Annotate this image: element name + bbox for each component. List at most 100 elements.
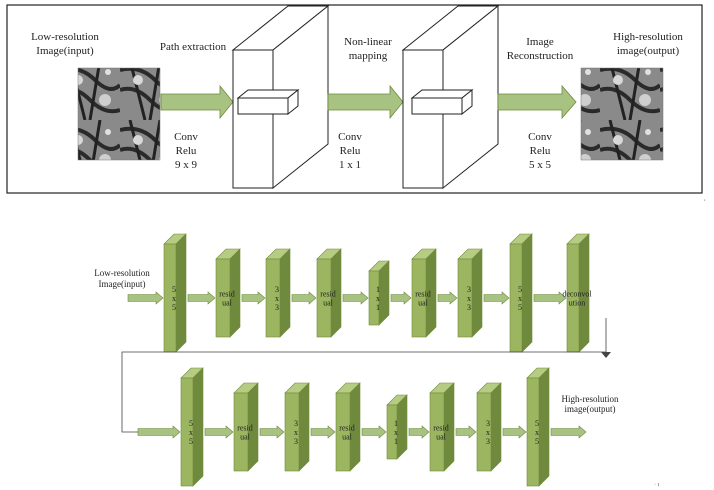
row1-block-1-label-1: ual [222, 299, 233, 308]
stage1-param-conv: Conv [174, 131, 198, 143]
row1-block-4-label-0: 1 [376, 285, 380, 294]
row1-block-8-label-1: ution [569, 299, 585, 308]
stage3-param-relu: Relu [530, 145, 551, 157]
row1-block-6-label-1: x [467, 294, 471, 303]
row1-block-8-label-0: deconvol [562, 290, 592, 299]
arrow-to-nonlinear-mapping [327, 84, 404, 120]
stage2-title-line-1: Non-linear [344, 36, 392, 48]
row2-block-4-front-face [386, 404, 398, 460]
row1-block-7-label-1: x [518, 294, 522, 303]
stage2-param-relu: Relu [340, 145, 361, 157]
row1-block-0-label-2: 5 [172, 303, 176, 312]
row2-block-0-label-1: x [189, 428, 193, 437]
row1-block-2-front-face [265, 258, 281, 338]
row2-block-2-label-2: 3 [294, 437, 298, 446]
row1-block-2: 3x3 [265, 248, 291, 338]
row2-arrow-2 [259, 425, 285, 439]
row1-block-6-front-face [457, 258, 473, 338]
input-image [77, 67, 161, 161]
row1-block-6-label-0: 3 [467, 285, 471, 294]
row1-block-5-label-1: ual [418, 299, 429, 308]
row1-block-3-label-1: ual [323, 299, 334, 308]
row-connector-arrowhead [601, 352, 611, 358]
row1-arrow-6 [437, 291, 458, 305]
row2-block-2-front-face [284, 392, 300, 472]
row2-block-4-label-0: 1 [394, 419, 398, 428]
row1-block-0: 5x5 [163, 233, 187, 353]
row2-block-5-front-face [429, 392, 445, 472]
row2-arrow-7 [502, 425, 527, 439]
row1-block-3-label-0: resid [320, 290, 336, 299]
row2-block-6-label-0: 3 [486, 419, 490, 428]
stage2-title-line-2: mapping [349, 50, 388, 62]
row1-block-7-label-0: 5 [518, 285, 522, 294]
row2-block-6-label-1: x [486, 428, 490, 437]
row1-block-5-front-face [411, 258, 427, 338]
row2-block-0-label-2: 5 [189, 437, 193, 446]
row2-block-4-side-face [396, 394, 408, 460]
row1-arrow-4 [342, 291, 369, 305]
row2-block-0-label-0: 5 [189, 419, 193, 428]
row1-block-7: 5x5 [509, 233, 533, 353]
row2-block-2: 3x3 [284, 382, 310, 472]
row2-block-6-label-2: 3 [486, 437, 490, 446]
row2-block-2-side-face [298, 382, 310, 472]
row2-arrow-3 [310, 425, 336, 439]
row1-block-7-side-face [521, 233, 533, 353]
row2-block-7: 5x5 [526, 367, 550, 487]
row1-block-2-side-face [279, 248, 291, 338]
stage1-param-kernel: 9 x 9 [175, 159, 198, 171]
row1-blocks: 5x5residual3x3residual1x1residual3x35x5d… [127, 233, 592, 353]
row2-block-5-label-1: ual [436, 433, 447, 442]
row1-block-6-label-2: 3 [467, 303, 471, 312]
stage2-param-kernel: 1 x 1 [339, 159, 361, 171]
arrow-to-path-extraction [160, 84, 234, 120]
row2-block-0-side-face [192, 367, 204, 487]
row2-block-6: 3x3 [476, 382, 502, 472]
row2-block-0-front-face [180, 377, 194, 487]
row1-block-2-label-0: 3 [275, 285, 279, 294]
stage3-param-conv: Conv [528, 131, 552, 143]
row1-block-0-side-face [175, 233, 187, 353]
output-image [580, 67, 664, 161]
row2-block-3-front-face [335, 392, 351, 472]
input-label-line-1: Low-resolution [31, 31, 99, 43]
row1-block-4-front-face [368, 270, 380, 326]
stage3-title-line-1: Image [526, 36, 554, 48]
row1-arrow-2 [241, 291, 266, 305]
row1-block-1-label-0: resid [219, 290, 235, 299]
row1-block-7-label-2: 5 [518, 303, 522, 312]
row1-block-4: 1x1 [368, 260, 390, 326]
row2-block-3-label-0: resid [339, 424, 355, 433]
output-label-line-2: image(output) [617, 45, 680, 57]
row1-block-2-label-1: x [275, 294, 279, 303]
stage2-param-conv: Conv [338, 131, 362, 143]
row1-input-label-line-2: Image(input) [99, 279, 146, 289]
row1-arrow-7 [483, 291, 510, 305]
row1-block-6: 3x3 [457, 248, 483, 338]
row2-output-label-line-2: image(output) [565, 404, 616, 414]
row2-block-2-label-1: x [294, 428, 298, 437]
top-figure-border [6, 4, 703, 194]
row2-block-4-label-1: x [394, 428, 398, 437]
input-label-line-2: Image(input) [36, 45, 94, 57]
row2-block-6-front-face [476, 392, 492, 472]
row1-block-4-label-1: x [376, 294, 380, 303]
row1-block-1-front-face [215, 258, 231, 338]
stage1-param-relu: Relu [176, 145, 197, 157]
row1-block-2-label-2: 3 [275, 303, 279, 312]
output-label-line-1: High-resolution [613, 31, 683, 43]
row2-block-1-label-0: resid [237, 424, 253, 433]
row1-arrow-8 [533, 291, 567, 305]
row1-block-6-side-face [471, 248, 483, 338]
row1-block-0-label-1: x [172, 294, 176, 303]
row2-block-5-label-0: resid [433, 424, 449, 433]
